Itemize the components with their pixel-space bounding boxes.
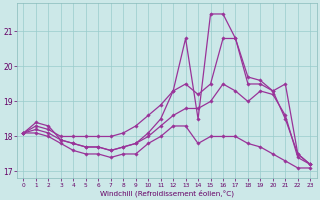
- X-axis label: Windchill (Refroidissement éolien,°C): Windchill (Refroidissement éolien,°C): [100, 189, 234, 197]
